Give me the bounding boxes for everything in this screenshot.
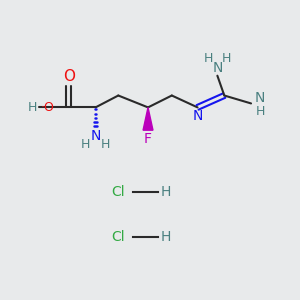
Text: H: H bbox=[222, 52, 231, 65]
Text: H: H bbox=[101, 138, 110, 151]
Text: N: N bbox=[255, 92, 265, 106]
Text: N: N bbox=[212, 61, 223, 75]
Text: H: H bbox=[255, 105, 265, 118]
Text: N: N bbox=[90, 129, 101, 143]
Text: Cl: Cl bbox=[112, 230, 125, 244]
Text: ·O: ·O bbox=[41, 101, 55, 114]
Polygon shape bbox=[143, 107, 153, 130]
Text: F: F bbox=[144, 132, 152, 146]
Text: N: N bbox=[192, 109, 203, 123]
Text: H: H bbox=[161, 184, 171, 199]
Text: O: O bbox=[63, 69, 75, 84]
Text: H: H bbox=[81, 138, 90, 151]
Text: H: H bbox=[204, 52, 213, 65]
Text: Cl: Cl bbox=[112, 184, 125, 199]
Text: H: H bbox=[27, 101, 37, 114]
Text: H: H bbox=[161, 230, 171, 244]
